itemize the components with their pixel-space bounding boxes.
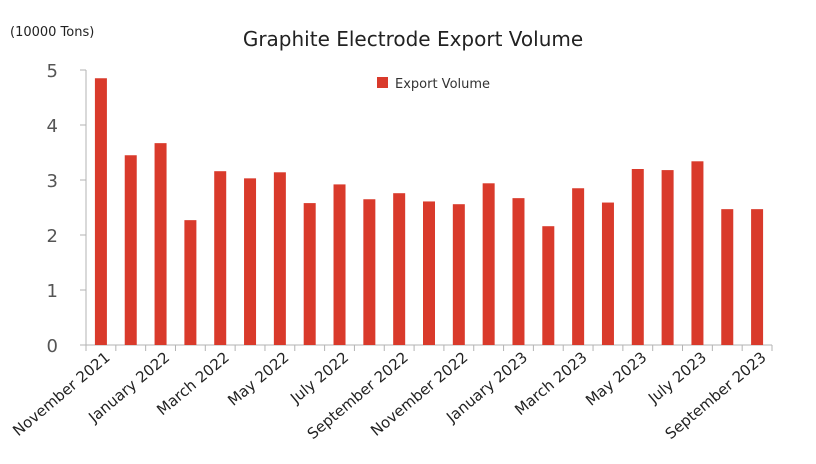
x-tick-label: September 2023 <box>662 348 770 443</box>
bar <box>154 143 167 345</box>
y-axis: 0 1 2 3 4 5 <box>47 61 87 357</box>
y-tick-label: 1 <box>47 281 58 302</box>
bar <box>214 171 227 345</box>
bar <box>363 199 376 345</box>
x-tick-label: May 2022 <box>224 348 292 409</box>
y-tick-label: 2 <box>47 226 58 247</box>
chart-title: Graphite Electrode Export Volume <box>243 27 583 51</box>
x-tick-label: September 2022 <box>304 348 412 443</box>
bar <box>572 188 585 345</box>
bar <box>601 202 614 345</box>
legend-swatch <box>377 77 388 88</box>
bar <box>94 78 107 345</box>
bar <box>273 172 286 345</box>
bars <box>94 78 764 345</box>
legend: Export Volume <box>377 77 490 92</box>
y-unit-label: (10000 Tons) <box>10 25 94 40</box>
bar <box>661 170 674 345</box>
bar <box>333 184 346 345</box>
bar <box>244 178 257 345</box>
bar <box>423 201 435 345</box>
bar <box>303 203 316 345</box>
bar <box>721 209 734 345</box>
bar <box>512 198 525 345</box>
bar <box>124 155 137 345</box>
y-tick-label: 3 <box>47 171 58 192</box>
bar <box>691 161 704 345</box>
bar <box>751 209 764 345</box>
x-tick-label: November 2021 <box>9 348 113 440</box>
bar <box>452 204 465 345</box>
x-axis <box>85 344 773 351</box>
bar <box>393 193 406 345</box>
y-tick-label: 5 <box>47 61 58 82</box>
y-tick-label: 0 <box>47 336 58 357</box>
bar <box>184 220 197 345</box>
bar <box>542 226 555 345</box>
bar <box>631 169 644 345</box>
bar <box>482 183 495 345</box>
legend-label: Export Volume <box>395 77 490 92</box>
x-tick-label: May 2023 <box>582 348 650 409</box>
y-tick-label: 4 <box>47 116 58 137</box>
